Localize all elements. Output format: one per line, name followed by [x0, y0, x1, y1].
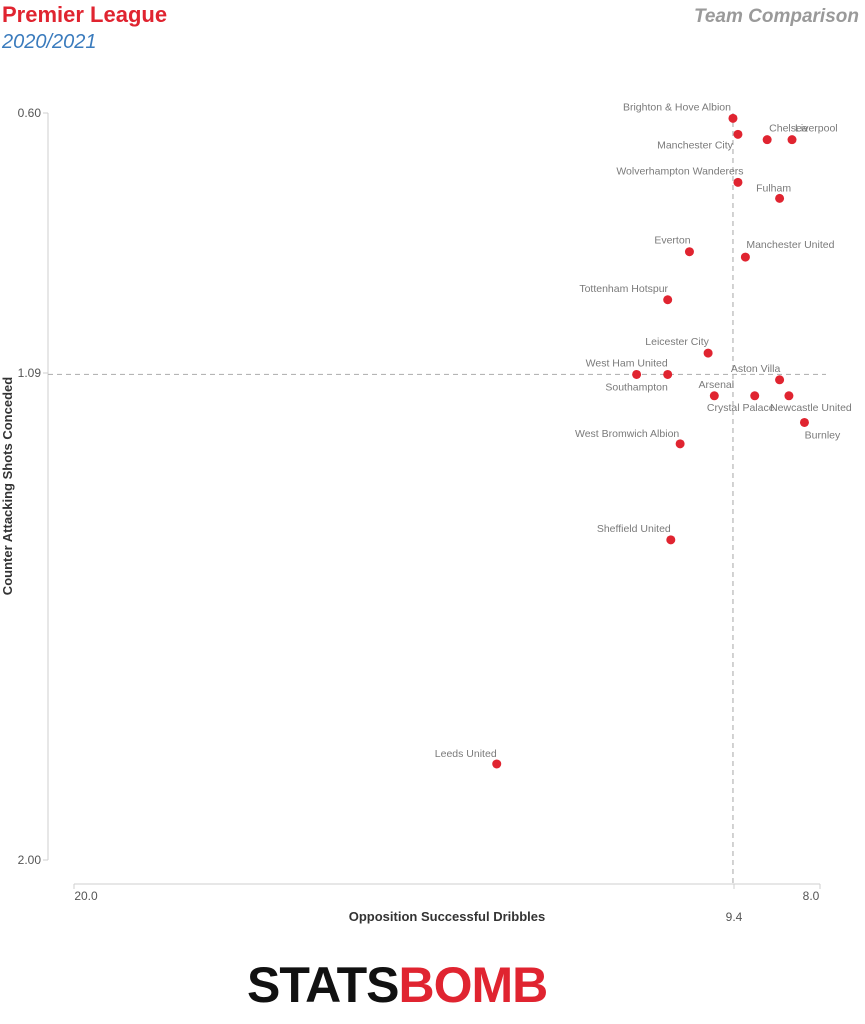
data-point	[684, 247, 694, 257]
x-tick-label-mid: 9.4	[726, 910, 743, 924]
data-point	[784, 391, 794, 401]
data-point	[775, 193, 785, 203]
x-tick-label-right: 8.0	[803, 889, 820, 903]
statsbomb-logo: STATSBOMB	[247, 956, 548, 1014]
data-point	[799, 417, 809, 427]
point-label: Fulham	[756, 182, 791, 194]
point-label: Leicester City	[645, 336, 709, 348]
season-label: 2020/2021	[2, 31, 97, 53]
data-point	[666, 535, 676, 545]
point-label: Everton	[654, 235, 690, 247]
point-label: Burnley	[805, 429, 841, 441]
data-point	[775, 375, 785, 385]
data-point	[750, 391, 760, 401]
data-point	[762, 135, 772, 145]
data-point	[675, 439, 685, 449]
data-point	[492, 759, 502, 769]
point-label: Wolverhampton Wanderers	[616, 165, 743, 177]
data-point	[740, 252, 750, 262]
y-axis-label: Counter Attacking Shots Conceded	[0, 377, 15, 595]
data-point	[632, 369, 642, 379]
y-tick-label-top: 0.60	[18, 106, 42, 120]
data-point	[663, 369, 673, 379]
point-label: Liverpool	[795, 123, 838, 135]
point-label: West Bromwich Albion	[575, 428, 679, 440]
point-label: Sheffield United	[597, 523, 671, 535]
comparison-title: Team Comparison	[693, 6, 859, 27]
chart-axes	[43, 112, 826, 889]
logo-stats: STATS	[247, 957, 399, 1013]
point-label: Manchester United	[746, 239, 834, 251]
data-point	[787, 135, 797, 145]
point-label: Chelsea	[769, 123, 808, 135]
data-point	[733, 129, 743, 139]
point-label: Leeds United	[435, 748, 497, 760]
y-tick-label-mid: 1.09	[18, 366, 42, 380]
point-label: Crystal Palace	[707, 402, 775, 414]
data-point	[728, 113, 738, 123]
scatter-chart: 0.60 1.09 2.00 20.0 9.4 8.0 Opposition S…	[0, 101, 852, 924]
data-point	[733, 177, 743, 187]
logo-bomb: BOMB	[398, 957, 548, 1013]
league-title: Premier League	[2, 2, 168, 27]
point-label: Newcastle United	[770, 402, 852, 414]
point-label: Arsenal	[699, 379, 735, 391]
y-tick-label-bottom: 2.00	[18, 853, 42, 867]
x-tick-label-left: 20.0	[74, 889, 98, 903]
data-point	[663, 295, 673, 305]
point-label: Manchester City	[657, 139, 734, 151]
point-label: Brighton & Hove Albion	[623, 101, 731, 113]
point-label: Aston Villa	[731, 363, 781, 375]
point-label: Southampton	[605, 381, 668, 393]
x-axis-label: Opposition Successful Dribbles	[349, 909, 545, 924]
point-label: West Ham United	[586, 357, 668, 369]
point-label: Tottenham Hotspur	[579, 283, 668, 295]
data-point	[709, 391, 719, 401]
data-point	[703, 348, 713, 358]
